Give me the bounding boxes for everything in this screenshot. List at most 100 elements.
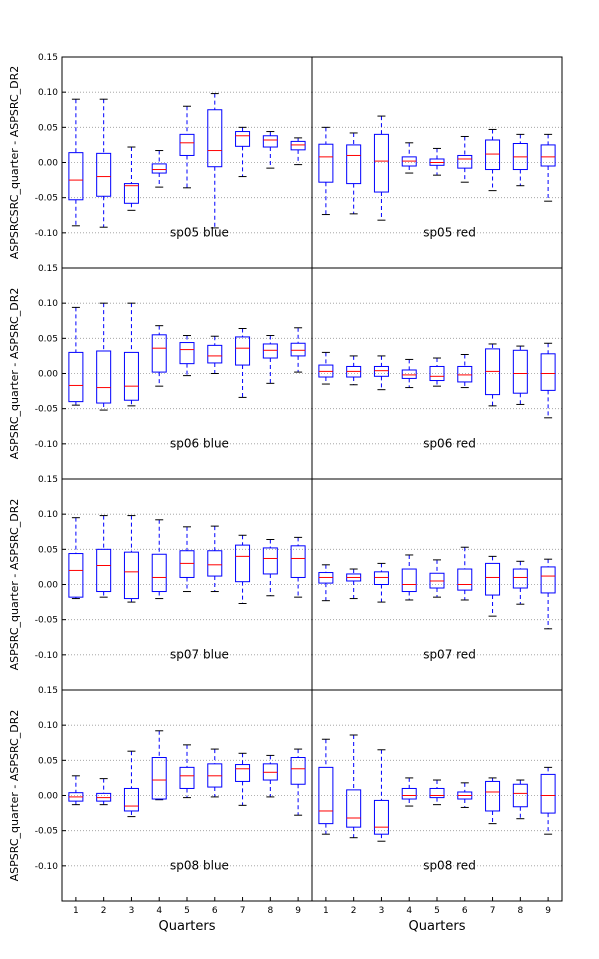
box-sp05-blue-q9	[290, 140, 306, 151]
x-tick-label: 5	[184, 906, 190, 916]
y-tick-label: 0.10	[38, 510, 58, 520]
x-tick-label: 7	[240, 906, 246, 916]
box-sp05-blue-q7	[235, 131, 251, 147]
box-sp05-blue-q2	[96, 152, 112, 197]
panel-title-sp06-blue: sp06 blue	[170, 436, 229, 450]
box-sp06-blue-q4	[151, 334, 167, 373]
box-sp06-red-q8	[512, 349, 528, 394]
box-sp07-blue-q3	[123, 551, 139, 600]
box-sp05-red-q9	[540, 144, 556, 167]
box-sp07-red-q6	[457, 568, 473, 591]
y-tick-label: 0.05	[38, 123, 58, 133]
box-sp05-blue-q5	[179, 133, 195, 156]
box-sp08-blue-q7	[235, 764, 251, 782]
y-tick-label: 0.15	[38, 264, 58, 274]
x-tick-label: 4	[406, 906, 412, 916]
box-sp06-blue-q6	[207, 344, 223, 364]
x-tick-label: 3	[129, 906, 135, 916]
y-axis-label: ASPSRC_quarter - ASPSRC_DR2	[8, 710, 21, 882]
panel-title-sp08-red: sp08 red	[423, 858, 476, 872]
box-sp07-red-q4	[401, 568, 417, 593]
box-sp06-red-q9	[540, 353, 556, 391]
box-sp07-blue-q7	[235, 544, 251, 583]
box-sp05-red-q1	[318, 143, 334, 183]
box-sp05-red-q6	[457, 154, 473, 169]
y-tick-label: 0.05	[38, 545, 58, 555]
box-sp05-blue-q3	[123, 183, 139, 204]
x-tick-label: 4	[156, 906, 162, 916]
box-sp05-red-q3	[373, 133, 389, 193]
box-sp06-blue-q1	[68, 351, 84, 403]
y-tick-label: 0.15	[38, 686, 58, 696]
y-tick-label: -0.10	[35, 651, 59, 661]
box-sp06-blue-q8	[262, 343, 278, 359]
x-tick-label: 8	[517, 906, 523, 916]
box-sp06-red-q3	[373, 365, 389, 377]
x-tick-label: 8	[267, 906, 273, 916]
y-tick-label: 0.10	[38, 721, 58, 731]
box-sp07-red-q7	[485, 562, 501, 596]
x-tick-label: 2	[101, 906, 107, 916]
x-tick-label: 3	[379, 906, 385, 916]
x-axis-label: Quarters	[409, 919, 466, 934]
y-tick-label: 0.05	[38, 756, 58, 766]
y-tick-label: -0.05	[35, 616, 58, 626]
x-tick-label: 2	[351, 906, 357, 916]
box-sp06-red-q5	[429, 365, 445, 382]
box-sp06-blue-q3	[123, 351, 139, 401]
box-sp08-red-q1	[318, 766, 334, 825]
box-sp07-blue-q6	[207, 550, 223, 577]
box-sp08-blue-q5	[179, 766, 195, 789]
box-sp08-blue-q4	[151, 757, 167, 800]
box-sp06-red-q6	[457, 365, 473, 383]
box-sp05-blue-q8	[262, 135, 278, 148]
box-sp06-blue-q2	[96, 350, 112, 404]
y-tick-label: 0.05	[38, 334, 58, 344]
box-sp08-red-q9	[540, 773, 556, 814]
y-axis-label: ASPSRCSRC_quarter - ASPSRC_DR2	[8, 66, 21, 259]
box-sp08-red-q4	[401, 787, 417, 800]
y-tick-label: -0.05	[35, 405, 58, 415]
box-sp07-red-q8	[512, 568, 528, 589]
x-tick-label: 6	[462, 906, 468, 916]
y-tick-label: 0.00	[38, 792, 58, 802]
box-sp07-red-q9	[540, 566, 556, 594]
box-sp07-blue-q4	[151, 553, 167, 593]
y-tick-label: -0.05	[35, 194, 58, 204]
box-sp08-blue-q9	[290, 757, 306, 785]
panel-title-sp08-blue: sp08 blue	[170, 858, 229, 872]
x-tick-label: 1	[73, 906, 79, 916]
y-tick-label: 0.00	[38, 159, 58, 169]
panel-title-sp06-red: sp06 red	[423, 436, 476, 450]
x-tick-label: 9	[545, 906, 551, 916]
y-tick-label: 0.10	[38, 299, 58, 309]
y-tick-label: -0.10	[35, 440, 59, 450]
x-tick-label: 6	[212, 906, 218, 916]
box-sp07-blue-q8	[262, 547, 278, 575]
y-tick-label: 0.00	[38, 370, 58, 380]
box-sp07-blue-q2	[96, 548, 112, 593]
panel-title-sp05-blue: sp05 blue	[170, 225, 229, 239]
box-sp05-blue-q6	[207, 109, 223, 168]
y-tick-label: 0.10	[38, 88, 58, 98]
y-axis-label: ASPSRC_quarter - ASPSRC_DR2	[8, 499, 21, 671]
box-sp05-red-q7	[485, 139, 501, 171]
box-sp06-blue-q7	[235, 336, 251, 366]
y-tick-label: -0.10	[35, 862, 59, 872]
box-sp05-blue-q1	[68, 152, 84, 201]
box-sp07-blue-q5	[179, 550, 195, 578]
box-sp06-blue-q9	[290, 342, 306, 357]
box-sp08-red-q7	[485, 780, 501, 812]
box-sp07-blue-q1	[68, 553, 84, 598]
x-axis-label: Quarters	[159, 919, 216, 934]
y-tick-label: -0.05	[35, 827, 58, 837]
panel-title-sp07-blue: sp07 blue	[170, 647, 229, 661]
y-tick-label: 0.00	[38, 581, 58, 591]
x-tick-label: 5	[434, 906, 440, 916]
x-tick-label: 9	[295, 906, 301, 916]
box-sp08-red-q8	[512, 783, 528, 808]
box-sp07-red-q3	[373, 571, 389, 586]
x-tick-label: 1	[323, 906, 329, 916]
box-sp05-red-q2	[346, 144, 362, 185]
